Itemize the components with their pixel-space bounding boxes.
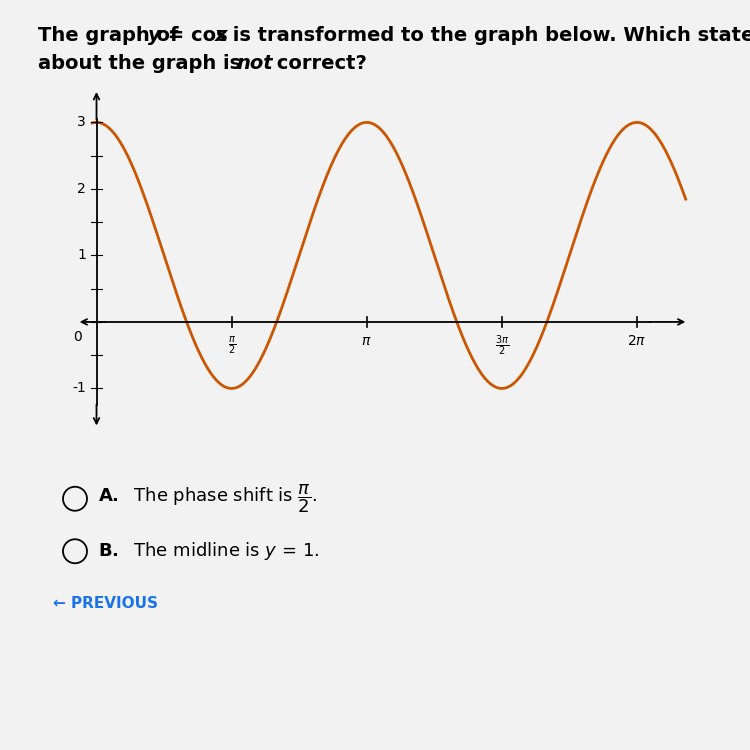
- Text: The graph of: The graph of: [38, 26, 184, 45]
- Text: $\bf{A.}$  The phase shift is $\dfrac{\pi}{2}$.: $\bf{A.}$ The phase shift is $\dfrac{\pi…: [98, 482, 317, 515]
- Text: 1: 1: [77, 248, 86, 262]
- Text: $\bf{B.}$  The midline is $y$ = 1.: $\bf{B.}$ The midline is $y$ = 1.: [98, 540, 319, 562]
- Text: ← PREVIOUS: ← PREVIOUS: [53, 596, 158, 611]
- Text: 2: 2: [77, 182, 86, 196]
- Text: = cos: = cos: [161, 26, 235, 45]
- Text: $\frac{3\pi}{2}$: $\frac{3\pi}{2}$: [495, 334, 509, 358]
- Text: y: y: [148, 26, 161, 45]
- Text: $2\pi$: $2\pi$: [627, 334, 646, 348]
- Text: not: not: [236, 54, 273, 73]
- Text: about the graph is: about the graph is: [38, 54, 248, 73]
- Text: -1: -1: [73, 382, 86, 395]
- Text: is transformed to the graph below. Which statement: is transformed to the graph below. Which…: [226, 26, 750, 45]
- Text: $\pi$: $\pi$: [362, 334, 372, 348]
- Text: 0: 0: [74, 330, 82, 344]
- Text: correct?: correct?: [270, 54, 367, 73]
- Text: $\frac{\pi}{2}$: $\frac{\pi}{2}$: [227, 334, 236, 356]
- Text: 3: 3: [77, 116, 86, 130]
- Text: x: x: [215, 26, 228, 45]
